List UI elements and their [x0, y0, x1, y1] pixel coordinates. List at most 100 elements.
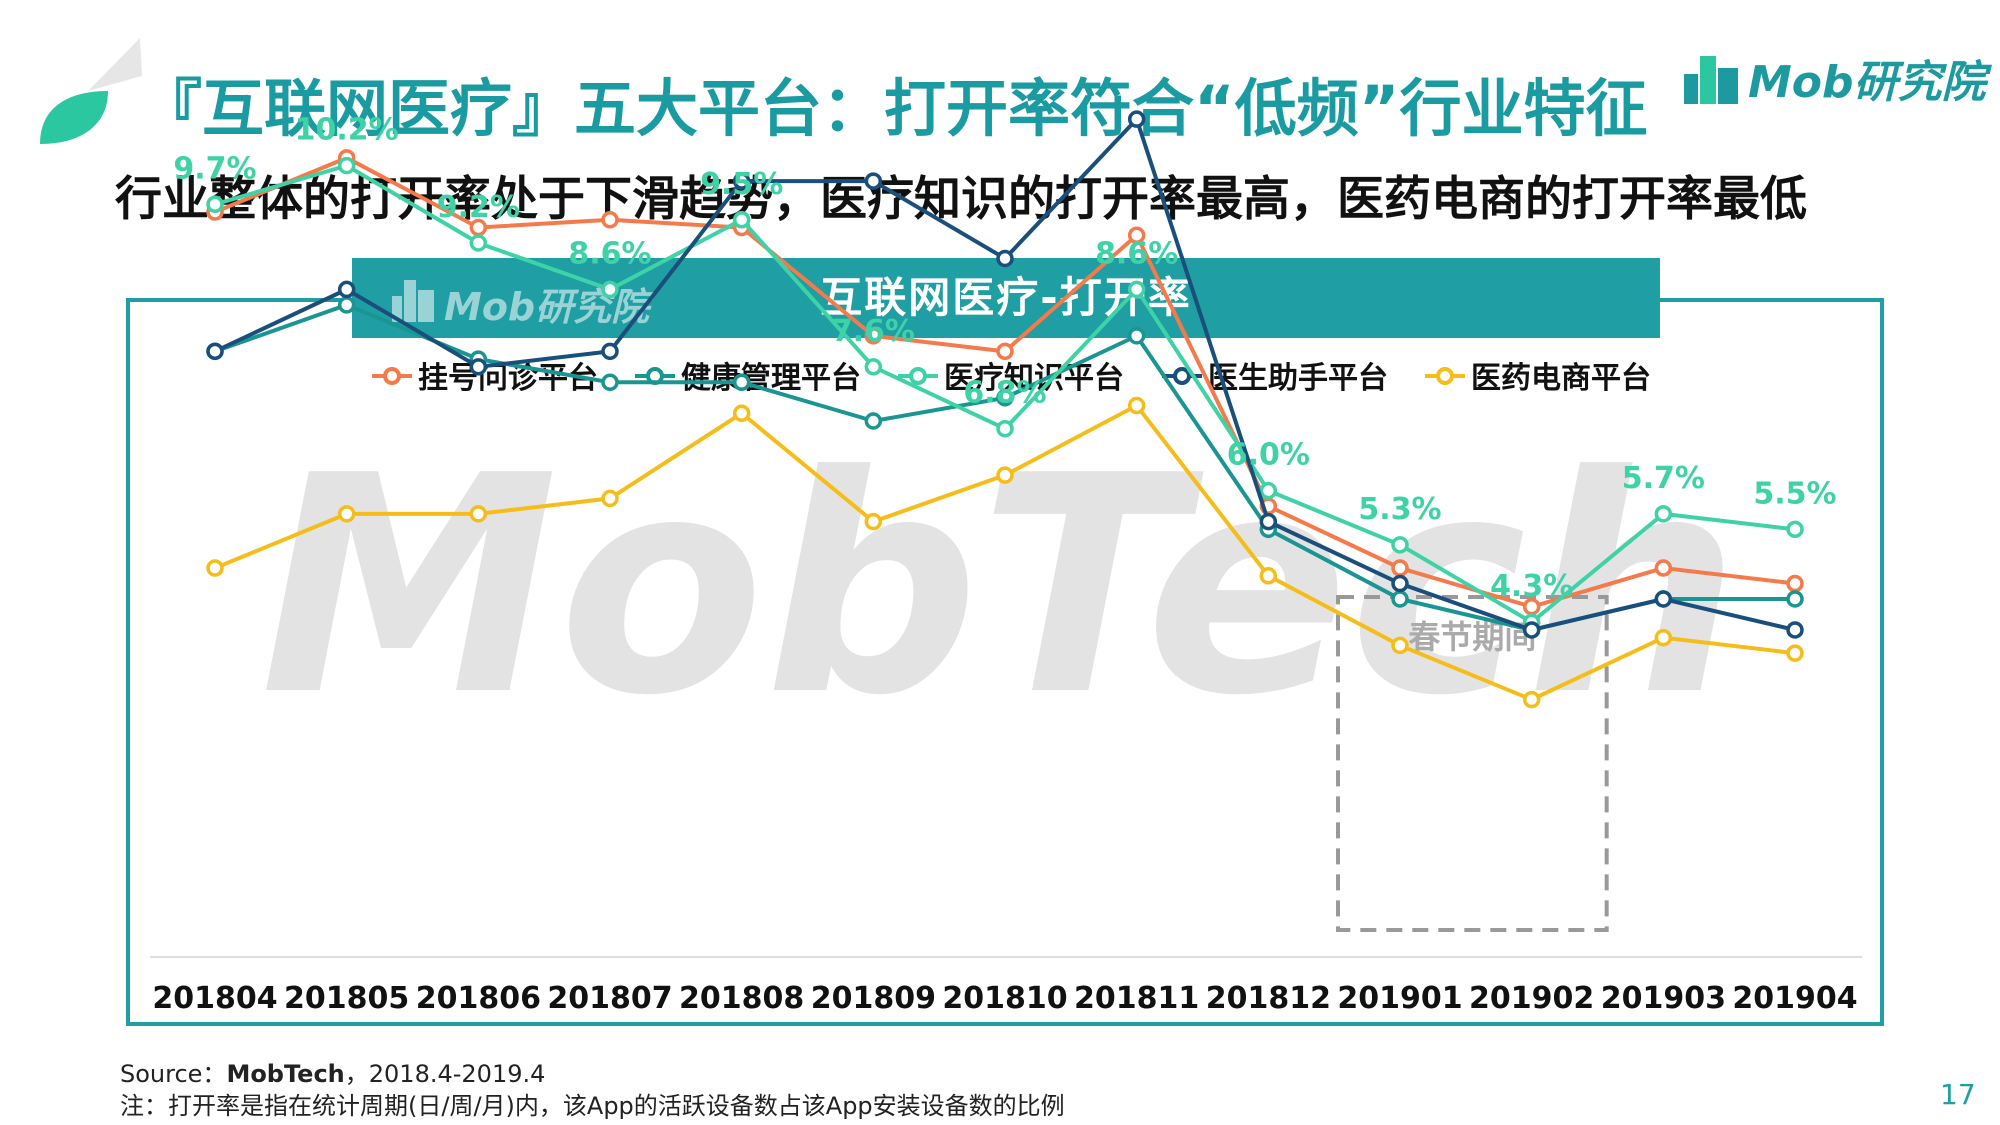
data-point: [864, 358, 883, 376]
data-point: [1786, 621, 1804, 639]
data-point: [1127, 226, 1146, 245]
legend-item: 挂号问诊平台: [372, 361, 598, 396]
x-tick-label: 201808: [679, 981, 804, 1016]
data-point: [1522, 690, 1541, 709]
source-line: Source：MobTech，2018.4-2019.4: [120, 1054, 545, 1089]
data-label: 9.7%: [173, 151, 256, 186]
legend-marker: [1436, 367, 1454, 385]
legend-marker: [909, 367, 927, 385]
data-point: [469, 358, 488, 376]
data-point: [337, 296, 356, 314]
data-point: [1654, 505, 1673, 523]
x-tick-label: 201807: [547, 981, 672, 1016]
data-point: [864, 412, 883, 430]
x-tick-label: 201812: [1206, 981, 1331, 1016]
x-tick-labels: 201804 201805 201806 201807 201808 201809 2018…: [152, 981, 1857, 1016]
data-point: [337, 505, 356, 523]
data-label: 7.6%: [832, 314, 915, 349]
legend: 挂号问诊平台 健康管理平台 医疗知识平台 医生助手平台 医药电商平台: [372, 361, 1651, 396]
data-point: [996, 249, 1014, 268]
data-point: [864, 512, 883, 531]
legend-label: 医疗知识平台: [944, 361, 1124, 396]
building-icon: [392, 280, 434, 322]
data-point: [206, 342, 224, 361]
series-layer: [206, 110, 1804, 709]
data-point: [601, 373, 619, 392]
data-label: 9.2%: [437, 190, 520, 225]
data-point: [601, 489, 619, 508]
source-name: MobTech: [226, 1060, 345, 1088]
x-tick-label: 201810: [942, 981, 1067, 1016]
data-point: [1259, 481, 1278, 500]
series: [206, 396, 1804, 709]
legend-marker: [383, 367, 401, 385]
x-tick-label: 201804: [152, 981, 277, 1016]
data-point: [1654, 559, 1673, 577]
data-point: [1127, 110, 1146, 128]
data-point: [996, 342, 1014, 361]
data-point: [1786, 590, 1804, 608]
data-point: [1786, 520, 1804, 539]
data-point: [864, 327, 883, 345]
data-point: [1259, 512, 1278, 531]
brand-logo: Mob研究院: [1680, 42, 1986, 112]
data-point: [1391, 636, 1409, 655]
legend-item: 医生助手平台: [1162, 361, 1388, 396]
data-point: [206, 559, 224, 577]
data-point: [732, 404, 751, 423]
x-tick-label: 201904: [1732, 981, 1857, 1016]
x-tick-label: 201902: [1469, 981, 1594, 1016]
data-point: [732, 211, 751, 229]
x-tick-label: 201809: [811, 981, 936, 1016]
data-point: [337, 156, 356, 175]
x-tick-label: 201903: [1601, 981, 1726, 1016]
data-label: 5.7%: [1622, 461, 1705, 496]
legend-label: 医药电商平台: [1471, 361, 1651, 396]
data-point: [1786, 644, 1804, 662]
footnote: 注：打开率是指在统计周期(日/周/月)内，该App的活跃设备数占该App安装设备…: [120, 1092, 1065, 1120]
data-point: [996, 389, 1014, 407]
data-label: 6.8%: [963, 376, 1046, 411]
page-title: 『互联网医疗』五大平台：打开率符合“低频”行业特征: [140, 72, 1648, 145]
data-point: [1259, 567, 1278, 585]
data-point: [864, 172, 883, 190]
data-point: [1127, 280, 1146, 299]
data-label: 8.6%: [568, 236, 651, 271]
leaf-logo-icon: [40, 38, 142, 144]
data-point: [1127, 327, 1146, 345]
data-point: [337, 280, 356, 299]
data-label: 9.5%: [700, 167, 783, 202]
annotation-box: [1336, 595, 1609, 932]
data-point: [1391, 536, 1409, 554]
data-point: [996, 466, 1014, 484]
data-label: 8.6%: [1095, 236, 1178, 271]
data-point: [1127, 396, 1146, 415]
x-tick-label: 201901: [1337, 981, 1462, 1016]
legend-item: 医药电商平台: [1425, 361, 1651, 396]
legend-label: 医生助手平台: [1208, 361, 1388, 396]
data-label: 10.2%: [295, 113, 399, 148]
data-point: [469, 234, 488, 252]
data-point: [601, 342, 619, 361]
data-point: [732, 172, 751, 190]
legend-item: 医疗知识平台: [898, 361, 1124, 396]
data-point: [1391, 590, 1409, 608]
x-tick-label: 201811: [1074, 981, 1199, 1016]
data-label: 6.0%: [1227, 438, 1310, 473]
source-prefix: Source：: [120, 1060, 227, 1088]
data-point: [1391, 559, 1409, 577]
data-label-layer: 9.7% 10.2% 9.2% 8.6% 9.5% 7.6% 6.8% 8.6% 6.0% 5.3…: [173, 113, 1836, 605]
x-tick-label: 201805: [284, 981, 409, 1016]
x-tick-label: 201806: [416, 981, 541, 1016]
data-point: [1786, 574, 1804, 593]
data-label: 4.3%: [1490, 569, 1573, 604]
data-point: [206, 195, 224, 214]
page-subtitle: 行业整体的打开率处于下滑趋势，医疗知识的打开率最高，医药电商的打开率最低: [115, 172, 1807, 227]
legend-label: 挂号问诊平台: [418, 361, 598, 396]
data-point: [1654, 628, 1673, 647]
page-number: 17: [1940, 1078, 1976, 1111]
data-point: [996, 419, 1014, 438]
data-point: [469, 505, 488, 523]
data-point: [601, 280, 619, 299]
building-icon: [1684, 56, 1738, 104]
